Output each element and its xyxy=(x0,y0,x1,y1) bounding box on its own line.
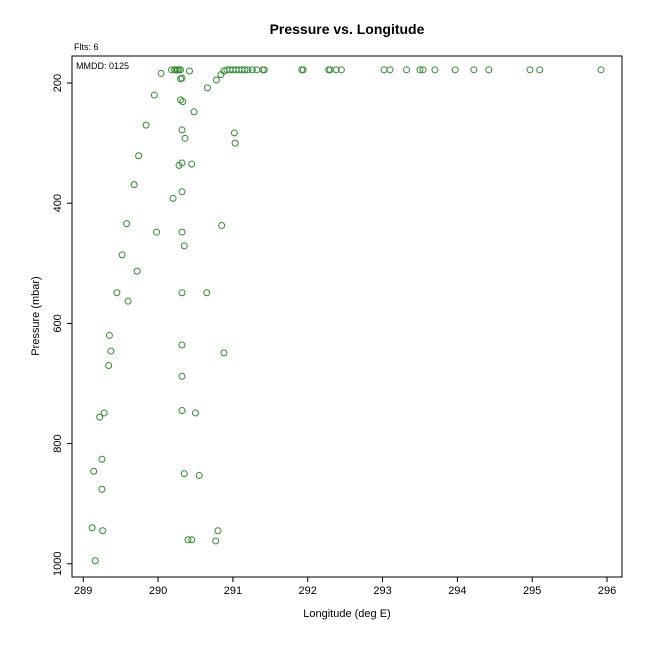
plot-frame xyxy=(71,55,623,578)
data-point xyxy=(451,66,459,74)
data-point xyxy=(332,66,340,74)
data-point xyxy=(98,455,106,463)
x-tick-label: 289 xyxy=(74,585,92,597)
data-point xyxy=(180,470,188,478)
y-axis: 200 400 600 800 1000 xyxy=(52,74,72,576)
data-point xyxy=(96,413,104,421)
data-point xyxy=(299,66,307,74)
data-point xyxy=(181,134,189,142)
data-point xyxy=(118,251,126,259)
data-point xyxy=(98,485,106,493)
x-tick-label: 295 xyxy=(523,585,541,597)
data-point xyxy=(212,76,220,84)
x-axis: 289 290 291 292 293 294 295 296 xyxy=(74,577,616,597)
data-point xyxy=(416,66,424,74)
data-point xyxy=(124,297,132,305)
x-tick-label: 294 xyxy=(448,585,466,597)
x-tick-label: 296 xyxy=(598,585,616,597)
y-axis-label: Pressure (mbar) xyxy=(30,276,42,355)
data-point xyxy=(380,66,388,74)
data-points xyxy=(88,66,605,565)
x-tick-label: 290 xyxy=(149,585,167,597)
data-point xyxy=(185,67,193,75)
data-point xyxy=(90,467,98,475)
data-point xyxy=(526,66,534,74)
data-point xyxy=(157,69,165,77)
data-point xyxy=(178,289,186,297)
data-point xyxy=(105,361,113,369)
data-point xyxy=(218,221,226,229)
y-tick-label: 400 xyxy=(52,194,64,212)
data-point xyxy=(188,536,196,544)
chart-title: Pressure vs. Longitude xyxy=(270,21,425,37)
data-point xyxy=(184,536,192,544)
data-point xyxy=(105,331,113,339)
data-point xyxy=(485,66,493,74)
data-point xyxy=(99,527,107,535)
data-point xyxy=(178,126,186,134)
data-point xyxy=(180,242,188,250)
data-point xyxy=(113,289,121,297)
data-point xyxy=(177,96,185,104)
data-point xyxy=(203,84,211,92)
data-point xyxy=(178,188,186,196)
data-point xyxy=(386,66,394,74)
data-point xyxy=(178,372,186,380)
data-point xyxy=(470,66,478,74)
data-point xyxy=(88,524,96,532)
data-point xyxy=(419,66,427,74)
data-point xyxy=(133,267,141,275)
y-tick-label: 800 xyxy=(52,434,64,452)
y-tick-label: 600 xyxy=(52,314,64,332)
data-point xyxy=(100,409,108,417)
date-inset-label: MMDD: 0125 xyxy=(76,61,129,71)
data-point xyxy=(191,409,199,417)
data-point xyxy=(214,527,222,535)
data-point xyxy=(123,220,131,228)
x-tick-label: 293 xyxy=(373,585,391,597)
data-point xyxy=(203,289,211,297)
y-tick-label: 1000 xyxy=(52,552,64,576)
data-point xyxy=(153,228,161,236)
data-point xyxy=(178,341,186,349)
data-point xyxy=(177,66,185,74)
data-point xyxy=(91,557,99,565)
data-point xyxy=(178,228,186,236)
x-tick-label: 292 xyxy=(299,585,317,597)
data-point xyxy=(142,121,150,129)
data-point xyxy=(175,161,183,169)
x-tick-label: 291 xyxy=(224,585,242,597)
data-point xyxy=(195,471,203,479)
data-point xyxy=(402,66,410,74)
flights-count-label: Flts: 6 xyxy=(74,42,99,52)
data-point xyxy=(135,152,143,160)
x-axis-label: Longitude (deg E) xyxy=(303,608,390,620)
y-tick-label: 200 xyxy=(52,74,64,92)
data-point xyxy=(231,139,239,147)
data-point xyxy=(536,66,544,74)
data-point xyxy=(260,66,268,74)
data-point xyxy=(220,349,228,357)
data-point xyxy=(244,66,252,74)
data-point xyxy=(230,129,238,137)
data-point xyxy=(212,537,220,545)
data-point xyxy=(337,66,345,74)
data-point xyxy=(217,71,225,79)
data-point xyxy=(178,407,186,415)
data-point xyxy=(150,91,158,99)
data-point xyxy=(190,108,198,116)
data-point xyxy=(169,194,177,202)
data-point xyxy=(107,347,115,355)
data-point xyxy=(597,66,605,74)
data-point xyxy=(431,66,439,74)
data-point xyxy=(241,66,249,74)
data-point xyxy=(177,75,185,83)
data-point xyxy=(248,66,256,74)
data-point xyxy=(253,66,261,74)
data-point xyxy=(130,181,138,189)
data-point xyxy=(188,160,196,168)
data-point xyxy=(179,98,187,106)
